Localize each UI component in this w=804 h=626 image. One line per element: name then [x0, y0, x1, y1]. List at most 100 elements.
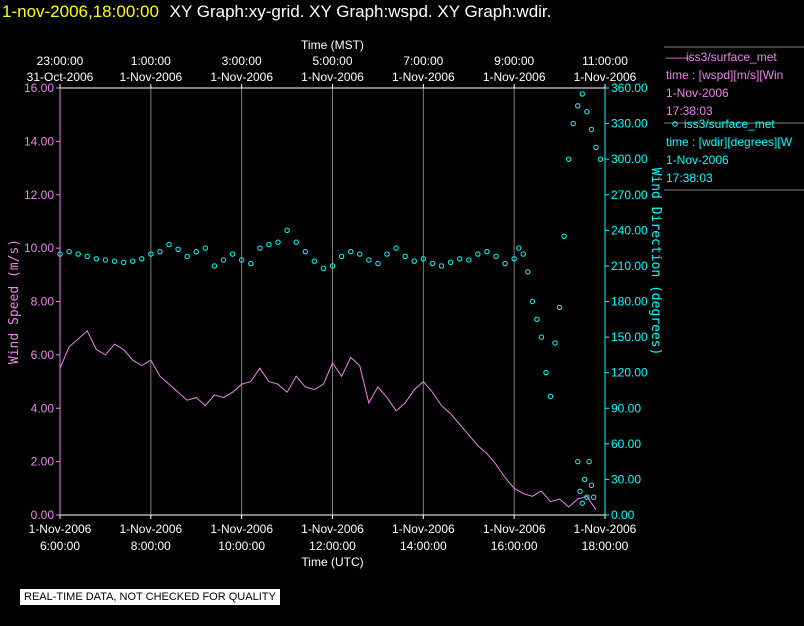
- left-tick-label: 12.00: [24, 188, 54, 202]
- series-marker-wdir-late-low: [586, 458, 592, 465]
- series-marker-wdir: [516, 245, 522, 251]
- series-marker-wdir: [570, 120, 576, 127]
- right-tick-label: 30.00: [611, 472, 641, 486]
- series-marker-wdir: [257, 245, 263, 251]
- top-tick-time: 5:00:00: [312, 54, 352, 68]
- series-marker-wdir: [584, 109, 590, 115]
- series-marker-wdir: [311, 258, 318, 264]
- bottom-tick-date: 1-Nov-2006: [574, 522, 637, 536]
- top-tick-time: 3:00:00: [222, 54, 262, 68]
- right-tick-label: 210.00: [611, 259, 648, 273]
- right-tick-label: 360.00: [611, 81, 648, 95]
- series-marker-wdir: [447, 259, 454, 266]
- series-marker-wdir: [543, 369, 549, 376]
- series-marker-wdir-late-low: [590, 494, 597, 500]
- top-tick-date: 1-Nov-2006: [574, 70, 637, 84]
- bottom-tick-date: 1-Nov-2006: [210, 522, 273, 536]
- bottom-tick-time: 14:00:00: [400, 539, 447, 553]
- series-marker-wdir: [438, 263, 445, 269]
- legend-field: time : [wdir][degrees][W: [666, 135, 793, 149]
- series-marker-wdir: [411, 258, 417, 264]
- title-graph-names: XY Graph:xy-grid. XY Graph:wspd. XY Grap…: [169, 2, 552, 21]
- bottom-axis-title: Time (UTC): [301, 555, 363, 569]
- series-marker-wdir: [266, 241, 272, 248]
- series-marker-wdir: [329, 263, 336, 269]
- left-tick-label: 14.00: [24, 134, 54, 148]
- series-marker-wdir: [211, 263, 218, 269]
- series-marker-wdir: [561, 233, 567, 239]
- series-marker-wdir: [502, 260, 508, 267]
- top-axis-title: Time (MST): [301, 38, 364, 52]
- bottom-tick-date: 1-Nov-2006: [119, 522, 182, 536]
- series-marker-wdir: [93, 256, 100, 262]
- series-marker-wdir: [588, 126, 595, 133]
- series-marker-wdir-late-low: [575, 458, 581, 465]
- bottom-tick-date: 1-Nov-2006: [483, 522, 546, 536]
- series-marker-wdir: [148, 251, 154, 257]
- series-marker-wdir: [525, 269, 531, 275]
- series-marker-wdir: [157, 248, 163, 255]
- left-axis-label: Wind Speed (m/s): [7, 239, 22, 364]
- series-marker-wdir: [384, 251, 390, 257]
- series-marker-wdir: [293, 239, 299, 245]
- legend-line-icon: ——: [666, 50, 690, 64]
- top-tick-time: 11:00:00: [582, 54, 628, 68]
- top-tick-time: 23:00:00: [37, 54, 84, 68]
- series-marker-wdir: [366, 257, 372, 263]
- series-marker-wdir: [248, 260, 254, 267]
- axis-layer: 0.00 2.00 4.00 6.00 8.00 10.00 12.00 14.00 16.00…: [7, 38, 663, 569]
- right-tick-label: 180.00: [611, 295, 648, 309]
- series-marker-wdir: [120, 259, 127, 266]
- bottom-tick-time: 6:00:00: [40, 539, 80, 553]
- series-marker-wdir-late-low: [588, 482, 595, 489]
- series-marker-wdir: [579, 91, 585, 97]
- legend-source: iss3/surface_met: [686, 50, 777, 64]
- top-tick-date: 31-Oct-2006: [27, 70, 94, 84]
- series-marker-wdir: [84, 253, 90, 260]
- left-tick-label: 0.00: [31, 508, 55, 522]
- top-tick-time: 1:00:00: [131, 54, 171, 68]
- series-marker-wdir: [429, 260, 436, 267]
- series-marker-wdir: [575, 103, 581, 109]
- right-tick-label: 240.00: [611, 223, 648, 237]
- top-tick-date: 1-Nov-2006: [483, 70, 546, 84]
- series-marker-wdir: [75, 251, 81, 257]
- series-marker-wdir: [102, 257, 109, 263]
- bottom-tick-date: 1-Nov-2006: [301, 522, 364, 536]
- series-marker-wdir: [402, 253, 408, 260]
- series-marker-wdir: [347, 248, 354, 255]
- series-marker-wdir: [238, 257, 245, 263]
- series-marker-wdir: [529, 298, 536, 305]
- bottom-tick-time: 10:00:00: [218, 539, 265, 553]
- series-marker-wdir-late-low: [579, 500, 585, 506]
- bottom-tick-time: 12:00:00: [309, 539, 356, 553]
- series-marker-wdir: [484, 248, 490, 255]
- bottom-tick-date: 1-Nov-2006: [29, 522, 92, 536]
- right-tick-label: 120.00: [611, 366, 648, 380]
- series-marker-wdir: [357, 251, 363, 257]
- series-marker-wdir: [111, 258, 118, 264]
- right-tick-label: 90.00: [611, 401, 641, 415]
- series-marker-wdir: [565, 156, 572, 162]
- left-tick-label: 10.00: [24, 241, 54, 255]
- top-tick-date: 1-Nov-2006: [301, 70, 364, 84]
- series-marker-wdir: [534, 316, 540, 322]
- series-marker-wdir: [456, 256, 463, 262]
- left-tick-label: 2.00: [31, 455, 55, 469]
- series-marker-wdir: [420, 256, 427, 262]
- bottom-tick-date: 1-Nov-2006: [392, 522, 455, 536]
- legend-date: 1-Nov-2006: [666, 86, 729, 100]
- bottom-tick-time: 8:00:00: [131, 539, 171, 553]
- series-marker-wdir-late-low: [584, 494, 590, 500]
- series-marker-wdir: [593, 144, 599, 151]
- legend-field: time : [wspd][m/s][Win: [666, 68, 783, 82]
- top-tick-time: 7:00:00: [403, 54, 443, 68]
- series-marker-wdir: [338, 253, 345, 260]
- grid-layer: [150, 88, 515, 515]
- series-marker-wdir: [139, 256, 145, 262]
- legend-time: 17:38:03: [666, 104, 713, 118]
- right-tick-label: 60.00: [611, 437, 641, 451]
- series-marker-wdir: [193, 248, 199, 255]
- series-marker-wdir: [520, 251, 526, 257]
